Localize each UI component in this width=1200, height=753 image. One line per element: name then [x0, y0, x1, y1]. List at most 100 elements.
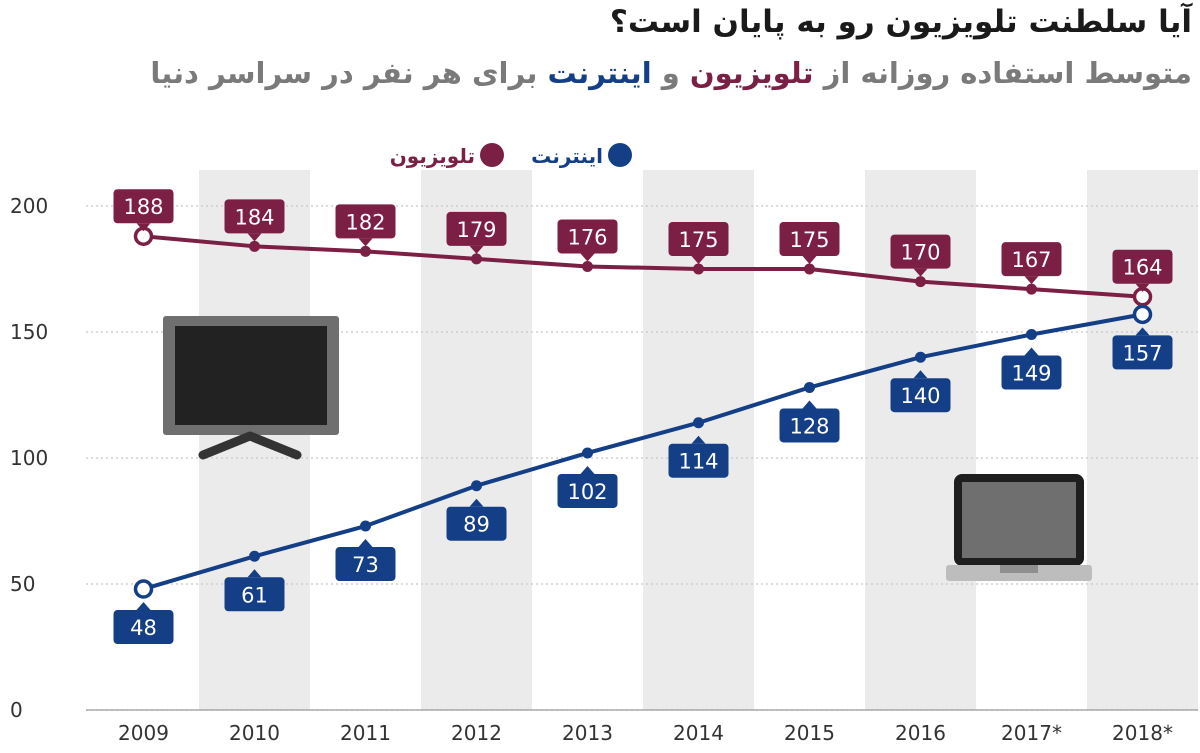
data-label-box-internet — [557, 473, 618, 508]
data-label-box-internet — [890, 378, 951, 413]
data-label-box-tv — [1112, 249, 1173, 284]
data-label-internet: 149 — [1011, 362, 1051, 386]
data-label-box-tv — [113, 189, 174, 224]
data-label-pointer-internet — [580, 465, 595, 474]
y-tick-label: 100 — [10, 446, 48, 470]
y-tick-label: 200 — [10, 194, 48, 218]
data-label-pointer-tv — [469, 245, 484, 254]
subtitle-end: برای هر نفر در سراسر دنیا — [150, 56, 548, 90]
legend-label-internet: اینترنت — [531, 144, 603, 168]
y-tick-label: 50 — [10, 572, 35, 596]
x-tick-label: 2014 — [673, 721, 724, 745]
data-label-internet: 73 — [352, 553, 379, 577]
data-label-internet: 89 — [463, 513, 490, 537]
data-point-tv — [249, 240, 260, 252]
series-line-internet — [141, 312, 1145, 592]
data-label-pointer-internet — [469, 498, 484, 507]
data-label-box-internet — [779, 408, 840, 443]
data-point-internet — [582, 447, 593, 459]
tv-icon — [163, 316, 339, 460]
data-label-internet: 114 — [678, 450, 718, 474]
data-label-pointer-tv — [1024, 276, 1039, 285]
legend: اینترنت تلویزیون — [390, 143, 632, 168]
data-label-box-internet — [1001, 355, 1062, 390]
data-label-internet: 140 — [900, 384, 940, 408]
y-tick-label: 150 — [10, 320, 48, 344]
data-label-box-tv — [779, 222, 840, 256]
data-label-internet: 102 — [567, 480, 607, 504]
subtitle-start: متوسط استفاده روزانه از — [813, 56, 1192, 90]
data-point-internet — [1132, 304, 1153, 325]
data-point-internet — [471, 480, 482, 492]
series-lines — [133, 226, 1153, 599]
data-label-box-tv — [557, 219, 618, 254]
data-label-box-internet — [668, 443, 729, 478]
data-label-pointer-internet — [1135, 327, 1150, 336]
data-label-pointer-tv — [802, 256, 817, 264]
data-label-internet: 157 — [1122, 341, 1162, 365]
data-point-internet — [133, 579, 154, 599]
data-label-internet: 128 — [789, 414, 829, 438]
data-label-pointer-tv — [247, 233, 262, 242]
x-tick-label: 2015 — [784, 721, 835, 745]
legend-label-tv: تلویزیون — [390, 144, 475, 168]
data-label-tv: 175 — [789, 228, 829, 252]
data-label-box-tv — [1001, 242, 1062, 277]
x-tick-label: 2016 — [895, 721, 946, 745]
data-label-pointer-tv — [136, 223, 151, 232]
data-point-tv — [1026, 283, 1037, 295]
data-label-box-internet — [1112, 335, 1173, 370]
data-label-tv: 179 — [456, 218, 496, 242]
x-tick-label: 2011 — [340, 721, 391, 745]
data-label-pointer-tv — [913, 268, 928, 277]
data-label-box-tv — [224, 199, 285, 234]
y-tick-label: 0 — [10, 698, 23, 722]
x-tick-label: 2012 — [451, 721, 502, 745]
data-label-internet: 48 — [130, 616, 157, 640]
data-point-internet — [360, 520, 371, 532]
data-point-internet — [915, 351, 926, 363]
data-point-internet — [249, 550, 260, 562]
legend-marker-internet — [608, 143, 632, 167]
data-label-pointer-internet — [358, 539, 373, 548]
data-label-pointer-internet — [691, 435, 706, 444]
data-point-tv — [471, 253, 482, 265]
data-label-pointer-tv — [358, 238, 373, 247]
data-point-tv — [804, 263, 815, 275]
data-label-tv: 184 — [234, 205, 274, 229]
x-tick-label: 2010 — [229, 721, 280, 745]
data-label-box-tv — [335, 204, 396, 239]
data-label-tv: 170 — [900, 241, 940, 265]
x-axis: 2009 2010 2011 2012 2013 2014 2015 2016 2017* 201… — [118, 721, 1173, 745]
data-point-internet — [1026, 329, 1037, 341]
subtitle-internet: اینترنت — [547, 56, 652, 90]
data-label-tv: 182 — [345, 210, 385, 234]
data-label-box-internet — [224, 577, 285, 612]
chart-subtitle: متوسط استفاده روزانه از تلویزیون و اینتر… — [150, 56, 1192, 90]
data-label-tv: 176 — [567, 225, 607, 249]
laptop-icon — [946, 474, 1092, 581]
data-label-tv: 188 — [123, 195, 163, 219]
data-point-tv — [582, 260, 593, 272]
legend-marker-tv — [480, 143, 504, 167]
x-tick-label: 2018* — [1112, 721, 1173, 745]
subtitle-and: و — [651, 56, 690, 90]
x-tick-label: 2009 — [118, 721, 169, 745]
data-label-box-tv — [890, 234, 951, 269]
data-point-tv — [360, 245, 371, 257]
data-label-box-tv — [668, 222, 729, 256]
data-labels: 188 184 182 179 176 175 175 170 167 164 48 61 73 89 10… — [113, 189, 1173, 645]
data-label-tv: 167 — [1011, 248, 1051, 272]
data-label-pointer-internet — [1024, 347, 1039, 356]
data-label-tv: 175 — [678, 228, 718, 252]
data-label-box-internet — [113, 610, 174, 645]
data-label-box-internet — [446, 506, 507, 541]
x-tick-label: 2013 — [562, 721, 613, 745]
data-point-internet — [804, 381, 815, 393]
data-label-pointer-tv — [691, 256, 706, 264]
data-label-internet: 61 — [241, 583, 268, 607]
data-point-tv — [693, 263, 704, 275]
data-label-pointer-tv — [1135, 283, 1150, 292]
data-label-pointer-internet — [247, 569, 262, 578]
